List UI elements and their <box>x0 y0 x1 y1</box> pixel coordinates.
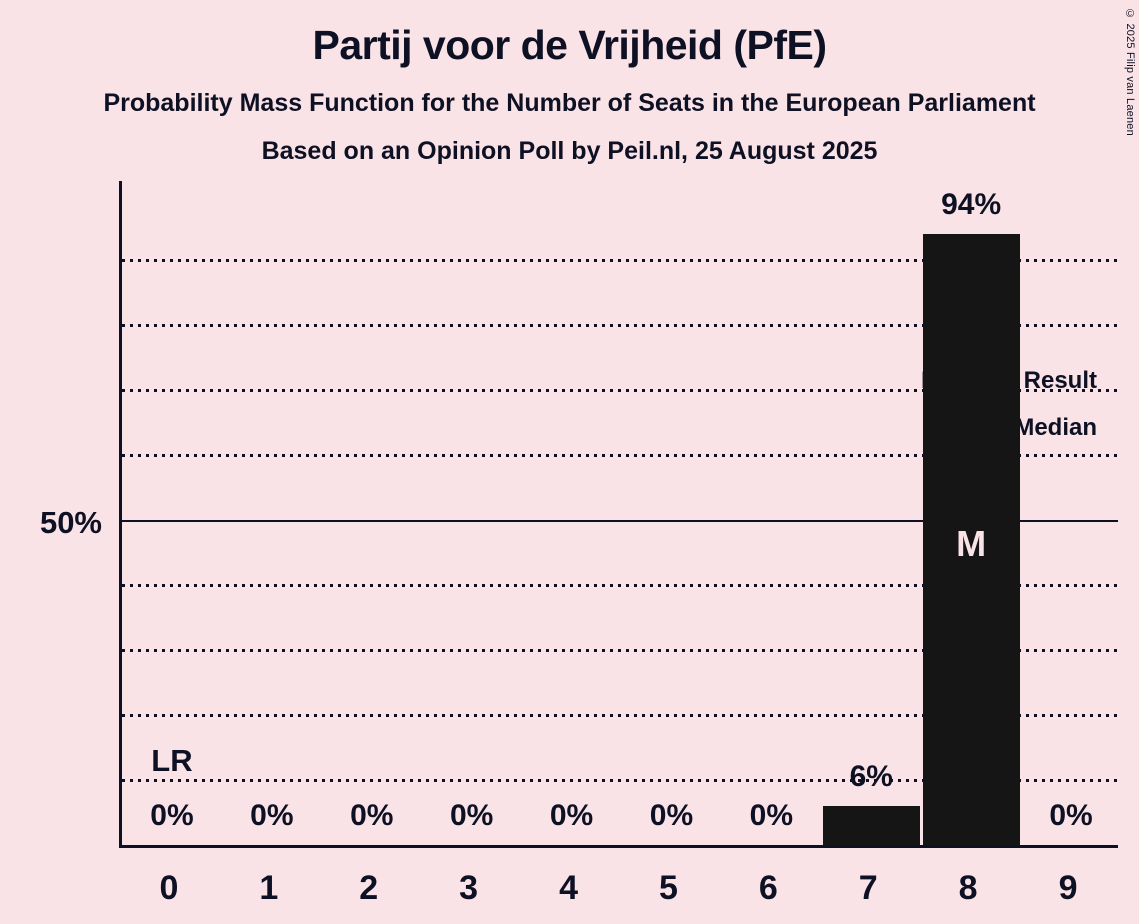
value-label-seat-1: 0% <box>250 799 294 832</box>
chart-title: Partij voor de Vrijheid (PfE) <box>312 22 827 68</box>
gridline-40 <box>122 583 1118 587</box>
chart-subtitle: Probability Mass Function for the Number… <box>103 89 1036 117</box>
copyright-note: © 2025 Filip van Laenen <box>1124 8 1136 136</box>
gridline-60 <box>122 453 1118 457</box>
x-tick-9: 9 <box>1058 869 1078 907</box>
value-label-seat-2: 0% <box>350 799 394 832</box>
value-label-seat-3: 0% <box>449 799 494 832</box>
last-result-marker: LR <box>151 743 193 778</box>
x-tick-3: 3 <box>459 869 479 907</box>
bar-seat-7 <box>822 806 920 845</box>
value-label-seat-8: 94% <box>941 188 1002 221</box>
x-tick-2: 2 <box>359 869 379 907</box>
value-label-seat-7: 6% <box>849 760 893 793</box>
x-tick-6: 6 <box>758 869 778 907</box>
x-tick-1: 1 <box>259 869 279 907</box>
x-tick-8: 8 <box>958 869 978 907</box>
gridline-90 <box>122 258 1118 262</box>
value-label-seat-4: 0% <box>549 799 594 832</box>
value-label-seat-6: 0% <box>749 799 794 832</box>
value-label-seat-5: 0% <box>649 799 694 832</box>
gridline-50 <box>122 519 1118 522</box>
gridline-30 <box>122 648 1118 652</box>
value-label-seat-9: 0% <box>1049 799 1093 832</box>
bar-seat-8 <box>922 234 1020 845</box>
plot-area: LR: Last Result M: Median 0%0%0%0%0%0%0%… <box>119 181 1118 848</box>
gridline-80 <box>122 323 1118 327</box>
gridline-70 <box>122 388 1118 392</box>
gridline-20 <box>122 713 1118 717</box>
x-axis-labels: 0 1 2 3 4 5 6 7 8 9 <box>119 866 1118 910</box>
median-marker: M <box>956 522 987 564</box>
chart-source-line: Based on an Opinion Poll by Peil.nl, 25 … <box>261 137 878 165</box>
x-tick-4: 4 <box>559 869 578 907</box>
gridline-10 <box>122 778 1118 782</box>
y-axis-50-label: 50% <box>39 505 102 540</box>
value-label-seat-0: 0% <box>150 799 194 832</box>
x-tick-7: 7 <box>858 869 878 907</box>
x-tick-0: 0 <box>159 869 179 907</box>
x-tick-5: 5 <box>658 869 678 907</box>
